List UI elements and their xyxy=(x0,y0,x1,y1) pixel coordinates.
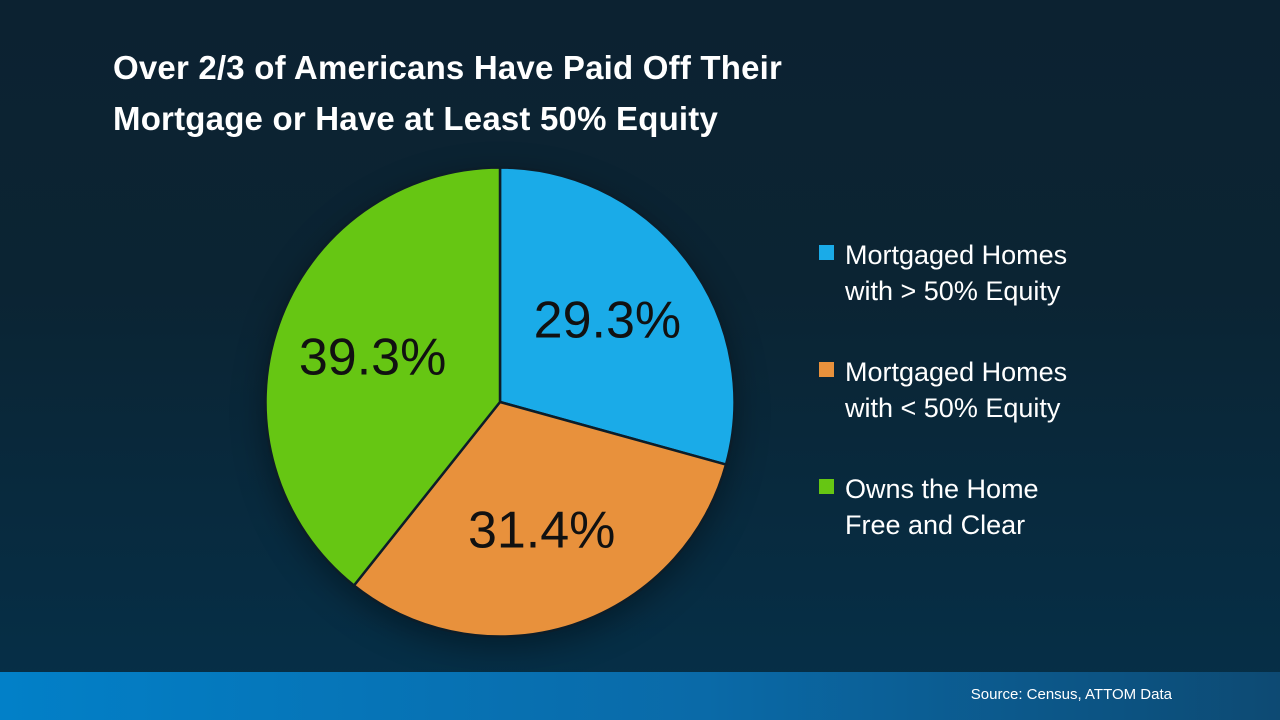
pie-slice-label-1: 31.4% xyxy=(468,501,615,559)
legend-label-line: with > 50% Equity xyxy=(845,276,1061,306)
legend-swatch-blue-icon xyxy=(819,245,834,260)
slide-title: Over 2/3 of Americans Have Paid Off Thei… xyxy=(113,42,1013,144)
pie-slice-0 xyxy=(498,166,736,466)
pie-slice-label-0: 29.3% xyxy=(534,291,681,349)
slide-title-line2: Mortgage or Have at Least 50% Equity xyxy=(113,100,719,137)
legend-label-line: Owns the Home xyxy=(845,474,1039,504)
legend-label-line: Free and Clear xyxy=(845,510,1026,540)
legend-label: Owns the Home Free and Clear xyxy=(845,471,1039,543)
legend-item-free-and-clear: Owns the Home Free and Clear xyxy=(819,471,1067,543)
legend-label: Mortgaged Homes with > 50% Equity xyxy=(845,237,1067,309)
legend-label-line: with < 50% Equity xyxy=(845,393,1061,423)
pie-chart-container: 29.3% 31.4% 39.3% xyxy=(263,165,737,639)
slide-title-line1: Over 2/3 of Americans Have Paid Off Thei… xyxy=(113,49,783,86)
legend-label: Mortgaged Homes with < 50% Equity xyxy=(845,354,1067,426)
legend-item-lt50-equity: Mortgaged Homes with < 50% Equity xyxy=(819,354,1067,426)
legend-label-line: Mortgaged Homes xyxy=(845,357,1068,387)
legend-label-line: Mortgaged Homes xyxy=(845,240,1068,270)
legend-item-gt50-equity: Mortgaged Homes with > 50% Equity xyxy=(819,237,1067,309)
legend-swatch-green-icon xyxy=(819,479,834,494)
pie-slice-1 xyxy=(352,400,728,638)
chart-legend: Mortgaged Homes with > 50% Equity Mortga… xyxy=(819,237,1067,588)
source-attribution: Source: Census, ATTOM Data xyxy=(970,686,1172,703)
pie-chart: 29.3% 31.4% 39.3% xyxy=(264,166,736,638)
pie-slice-label-2: 39.3% xyxy=(299,329,446,387)
footer-bar: Source: Census, ATTOM Data xyxy=(0,672,1280,720)
legend-swatch-orange-icon xyxy=(819,362,834,377)
pie-slice-2 xyxy=(264,166,502,587)
